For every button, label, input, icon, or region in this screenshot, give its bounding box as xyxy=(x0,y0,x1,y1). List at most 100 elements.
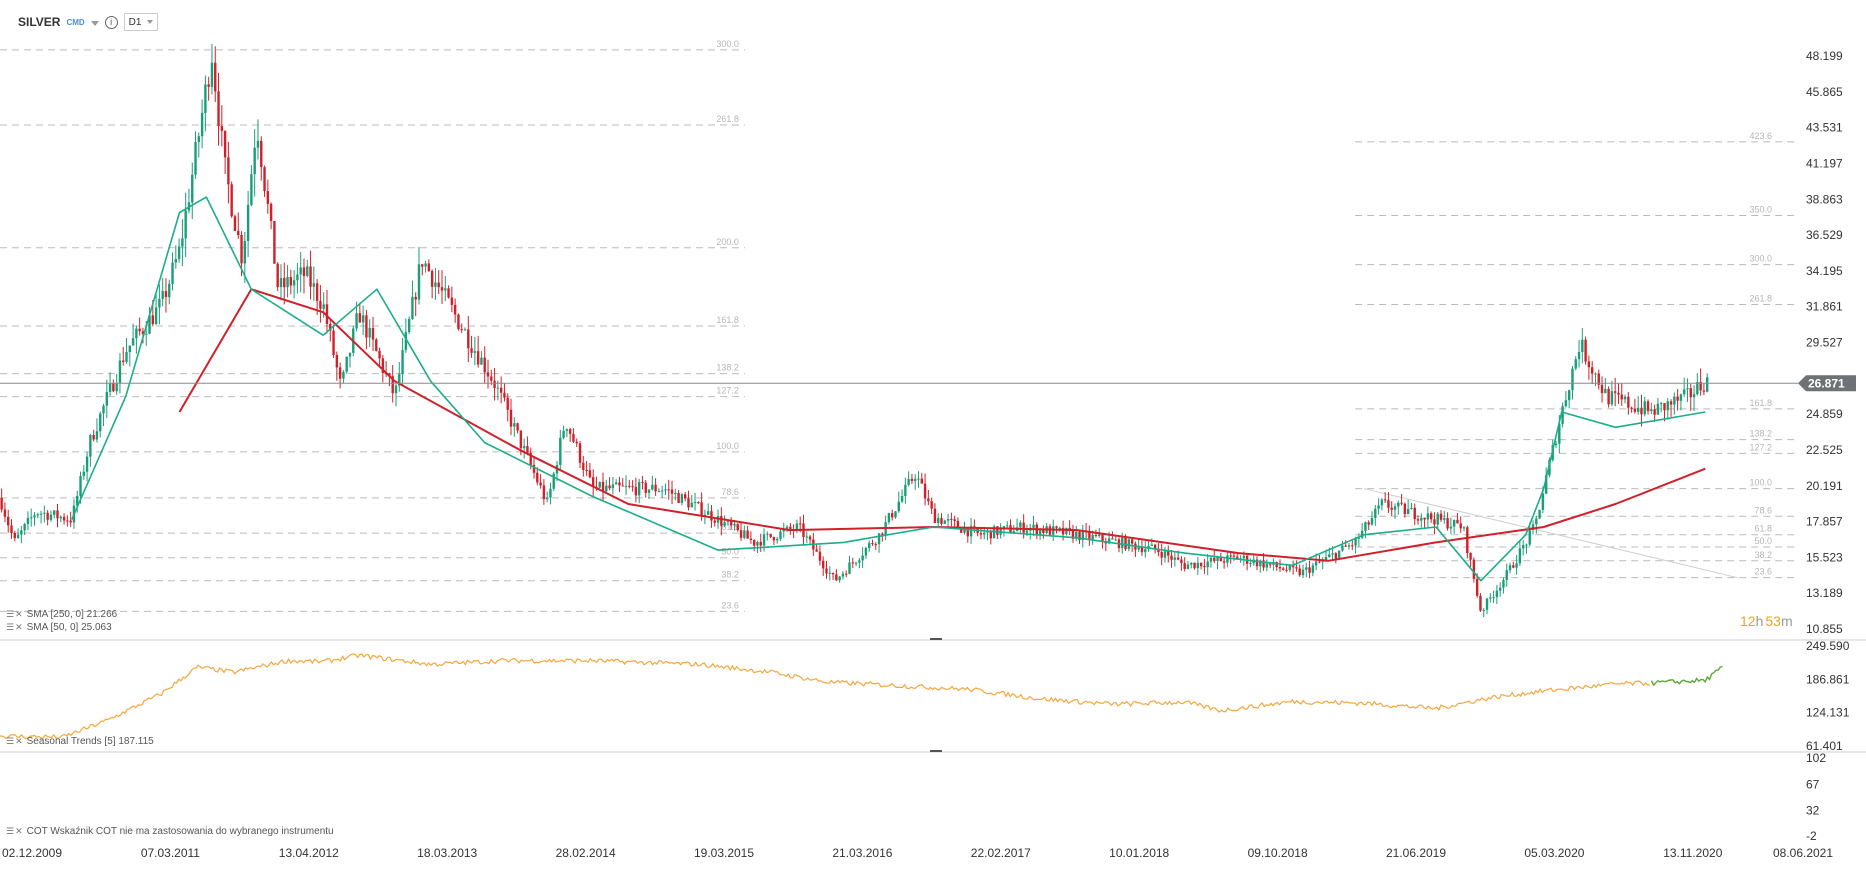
x-tick-label: 18.03.2013 xyxy=(417,846,477,860)
candle-body xyxy=(92,435,95,440)
legend-seasonal[interactable]: ☰✕ Seasonal Trends [5] 187.115 xyxy=(6,736,154,747)
candle-body xyxy=(953,519,956,521)
candle-body xyxy=(1462,527,1466,529)
candle-body xyxy=(1383,499,1387,501)
candle-body xyxy=(1669,401,1673,405)
candle-body xyxy=(726,520,730,523)
candle-body xyxy=(1038,528,1042,535)
settings-icon[interactable]: ☰✕ xyxy=(6,622,24,632)
candle-body xyxy=(562,430,565,438)
candle-body xyxy=(660,490,664,492)
candle-body xyxy=(286,276,289,288)
seasonal-line xyxy=(0,653,1651,740)
candle-body xyxy=(1006,525,1009,527)
candle-body xyxy=(877,533,881,545)
legend-sma250[interactable]: ☰✕ SMA [250, 0] 21.266 xyxy=(6,609,117,620)
candle-body xyxy=(1140,547,1144,553)
candle-body xyxy=(112,383,115,392)
timeframe-select[interactable]: D1 xyxy=(123,13,159,31)
candle-body xyxy=(828,572,831,574)
candle-body xyxy=(256,140,260,148)
x-tick-label: 07.03.2011 xyxy=(141,846,200,860)
candle-body xyxy=(1183,563,1186,569)
candle-body xyxy=(907,478,910,485)
candle-body xyxy=(499,387,503,393)
candle-body xyxy=(693,502,697,504)
candle-body xyxy=(894,511,897,518)
candle-body xyxy=(1426,513,1430,520)
settings-icon[interactable]: ☰✕ xyxy=(6,826,24,836)
candle-body xyxy=(572,433,575,442)
candle-body xyxy=(1466,527,1469,553)
candle-body xyxy=(545,497,549,500)
candle-body xyxy=(677,493,680,503)
fib-level-label: 127.2 xyxy=(1749,442,1772,452)
candle-body xyxy=(358,313,362,323)
settings-icon[interactable]: ☰✕ xyxy=(6,609,24,619)
candle-body xyxy=(1061,527,1065,535)
legend-sma50[interactable]: ☰✕ SMA [50, 0] 25.063 xyxy=(6,622,112,633)
candle-body xyxy=(470,348,473,353)
candle-body xyxy=(486,372,490,377)
candle-body xyxy=(46,512,49,520)
candle-body xyxy=(447,288,450,298)
candle-body xyxy=(1042,528,1045,534)
fib-level-label: 61.8 xyxy=(1754,524,1772,534)
fib-level-label: 423.6 xyxy=(1749,131,1772,141)
candle-body xyxy=(1265,563,1269,568)
candle-body xyxy=(854,562,858,564)
candle-body xyxy=(657,491,661,493)
candle-body xyxy=(1429,513,1433,520)
candle-body xyxy=(1328,554,1331,558)
candle-body xyxy=(1492,597,1495,599)
candle-body xyxy=(13,533,16,539)
candle-body xyxy=(1413,507,1416,520)
candle-body xyxy=(782,529,785,532)
candle-body xyxy=(1636,407,1640,412)
settings-icon[interactable]: ☰✕ xyxy=(6,736,24,746)
legend-cot[interactable]: ☰✕ COT Wskaźnik COT nie ma zastosowania … xyxy=(6,826,334,837)
candle-body xyxy=(979,533,983,535)
candle-body xyxy=(1019,522,1022,528)
candle-body xyxy=(1600,384,1604,394)
candle-body xyxy=(1065,527,1068,535)
cot-y-tick-label: 102 xyxy=(1806,751,1826,765)
timeframe-value: D1 xyxy=(128,16,142,28)
fib-level-label: 300.0 xyxy=(716,39,739,49)
candle-body xyxy=(1055,526,1058,528)
candle-body xyxy=(1101,534,1104,542)
candle-body xyxy=(181,238,184,247)
panel-resize-handle[interactable] xyxy=(930,750,942,752)
candle-body xyxy=(762,534,766,546)
candle-body xyxy=(789,526,792,530)
candle-body xyxy=(785,526,789,530)
candle-body xyxy=(526,446,529,453)
instrument-class: CMD xyxy=(66,17,85,27)
candle-body xyxy=(614,482,618,485)
candle-body xyxy=(969,526,973,537)
candle-body xyxy=(920,478,923,484)
candle-body xyxy=(407,318,411,333)
fib-level-label: 350.0 xyxy=(1749,205,1772,215)
candle-body xyxy=(1318,561,1321,563)
candle-body xyxy=(227,157,230,185)
candle-body xyxy=(1696,382,1699,395)
price-tag[interactable] xyxy=(1798,375,1856,392)
candle-body xyxy=(1199,562,1203,567)
candle-body xyxy=(467,329,470,349)
candle-body xyxy=(62,516,66,521)
panel-resize-handle[interactable] xyxy=(930,638,942,640)
candle-body xyxy=(841,573,845,577)
candle-body xyxy=(1186,564,1190,569)
candle-body xyxy=(250,174,253,205)
candle-body xyxy=(1180,559,1183,564)
candle-body xyxy=(1699,382,1702,391)
fib-level-label: 261.8 xyxy=(1749,294,1772,304)
candle-body xyxy=(1410,507,1413,509)
info-icon[interactable]: i xyxy=(104,15,118,29)
candle-body xyxy=(946,519,950,521)
symbol-dropdown-icon[interactable] xyxy=(90,20,99,26)
candle-body xyxy=(1058,527,1062,529)
